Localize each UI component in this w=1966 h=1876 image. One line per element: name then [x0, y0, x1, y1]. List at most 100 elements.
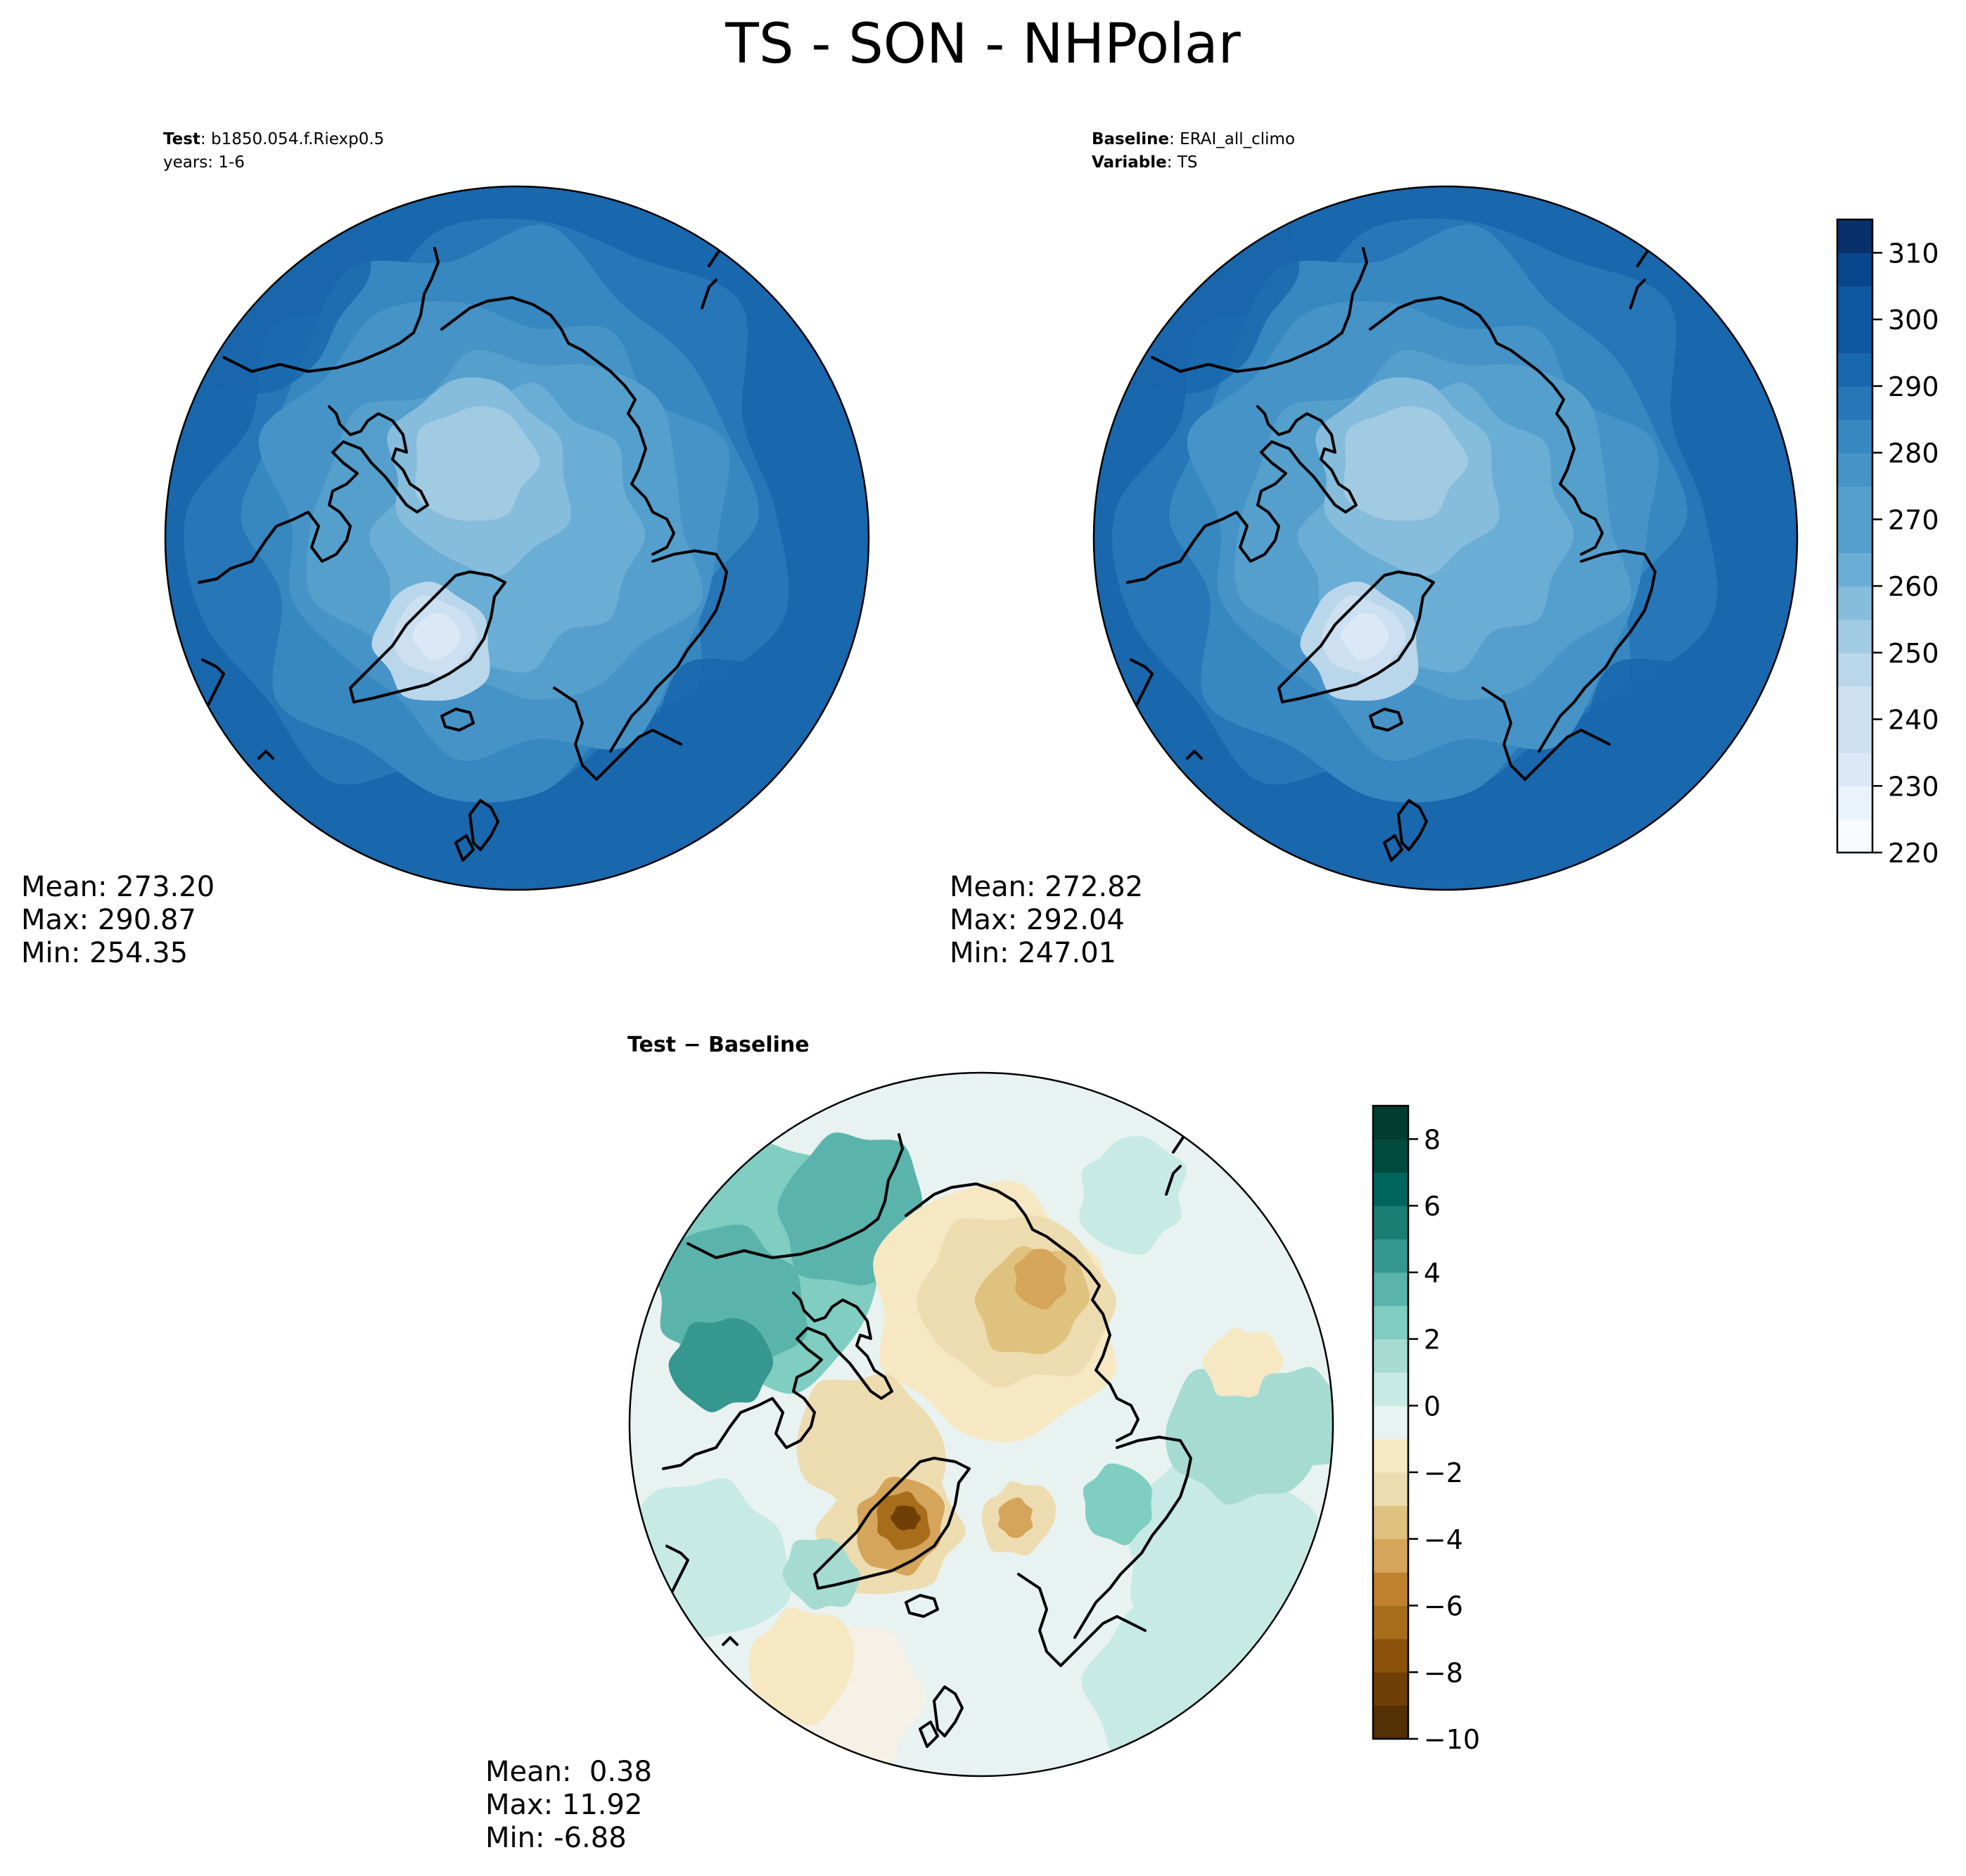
coastline	[1193, 1731, 1213, 1744]
colorbar-tick-label: −10	[1424, 1724, 1480, 1755]
colorbar-tick-label: 8	[1424, 1124, 1441, 1155]
baseline-mean: Mean: 272.82	[950, 871, 1144, 903]
difference-title: Test − Baseline	[627, 1033, 810, 1057]
coastline	[1397, 799, 1428, 851]
coastline	[553, 687, 682, 781]
test-caption: Test: b1850.054.f.Riexp0.5 years: 1-6	[163, 128, 384, 174]
diff-level-patch	[748, 1607, 855, 1725]
colorbar-segment	[1373, 1206, 1408, 1239]
colorbar-tick-label: 220	[1888, 838, 1939, 869]
colorbar-frame	[1372, 1104, 1410, 1740]
coastline	[1073, 1436, 1192, 1639]
colorbar-segment	[1373, 1472, 1408, 1506]
coastline	[665, 1545, 689, 1604]
test-mean: Mean: 273.20	[21, 871, 215, 903]
test-years: years: 1-6	[163, 153, 245, 172]
colorbar-segment	[1373, 1239, 1408, 1273]
colorbar-segment	[1373, 1572, 1408, 1607]
field-level-greenland-coldest	[1340, 613, 1389, 661]
colorbar-tick-label: 240	[1888, 705, 1939, 736]
baseline-label-sep: :	[1169, 130, 1175, 148]
colorbar-tick-label: 4	[1424, 1258, 1441, 1289]
colorbar-ts: 220 230 240 250 260 270 280 290 300 310	[1836, 218, 1939, 869]
coastline	[1481, 687, 1611, 781]
colorbar-segment	[1837, 286, 1872, 320]
colorbar-tick-label: 6	[1424, 1191, 1441, 1222]
map-boundary	[164, 185, 870, 891]
coastline	[905, 1594, 939, 1618]
colorbar-tick-label: 0	[1424, 1391, 1441, 1422]
test-map	[164, 185, 870, 891]
test-case-name: b1850.054.f.Riexp0.5	[210, 130, 385, 148]
colorbar-segment	[1837, 752, 1872, 786]
coastline	[1186, 750, 1203, 760]
baseline-caption: Baseline: ERAI_all_climo Variable: TS	[1092, 128, 1295, 174]
coastline	[722, 1636, 739, 1646]
colorbar-segment	[1373, 1438, 1408, 1473]
colorbar-segment	[1373, 1172, 1408, 1206]
colorbar-segment	[1373, 1272, 1408, 1306]
colorbar-tick-label: 310	[1888, 238, 1939, 269]
colorbar-segment	[1373, 1672, 1408, 1706]
coastline	[1017, 1573, 1147, 1667]
colorbar-tick-label: 250	[1888, 638, 1939, 669]
colorbar-segment	[1837, 619, 1872, 653]
map-boundary	[1092, 185, 1799, 891]
colorbar-segment	[1373, 1405, 1408, 1440]
coastline	[701, 279, 717, 310]
colorbar-segment	[1837, 586, 1872, 620]
diff-level-patch	[1253, 1367, 1333, 1471]
colorbar-segment	[1837, 419, 1872, 454]
coastline	[201, 658, 225, 717]
coastline	[687, 1133, 904, 1259]
colorbar-segment	[1837, 319, 1872, 353]
difference-max: Max: 11.92	[485, 1789, 643, 1821]
coastline	[813, 1457, 971, 1590]
colorbar-tick-label: −2	[1424, 1457, 1463, 1488]
coastline	[198, 405, 429, 584]
coastline	[454, 834, 475, 862]
colorbar-tick-label: −6	[1424, 1591, 1463, 1622]
test-max: Max: 290.87	[21, 904, 196, 936]
coastline	[1126, 405, 1358, 584]
colorbar-segment	[1373, 1505, 1408, 1540]
colorbar-segment	[1837, 686, 1872, 720]
coastline	[1383, 834, 1403, 862]
coastline	[1249, 1650, 1266, 1681]
coastline	[919, 1721, 939, 1748]
colorbar-segment	[1373, 1339, 1408, 1373]
coastline	[905, 1182, 1076, 1259]
colorbar-tick-label: 280	[1888, 438, 1939, 469]
colorbar-segment	[1373, 1705, 1408, 1740]
diff-level-patch	[998, 1497, 1033, 1538]
variable-label: Variable	[1092, 153, 1167, 172]
field-level-greenland-coldest	[411, 613, 461, 661]
diff-level-patch	[782, 1538, 861, 1610]
coastline	[1277, 570, 1435, 703]
baseline-case-name: ERAI_all_climo	[1180, 130, 1296, 148]
coastline	[1130, 658, 1154, 717]
coastline	[1369, 296, 1540, 373]
colorbar-tick-label: 270	[1888, 504, 1939, 535]
baseline-min: Min: 247.01	[950, 937, 1117, 969]
colorbar-tick-label: 300	[1888, 305, 1939, 336]
coastline	[1073, 1256, 1140, 1442]
colorbar-segment	[1837, 219, 1872, 253]
diff-level-patch	[1079, 1136, 1187, 1255]
colorbar-tick-label: 230	[1888, 771, 1939, 802]
test-min: Min: 254.35	[21, 937, 189, 969]
colorbar-segment	[1373, 1139, 1408, 1173]
colorbar-segment	[1373, 1538, 1408, 1573]
colorbar-segment	[1837, 253, 1872, 287]
coastline	[1165, 1165, 1182, 1196]
colorbar-segment	[1837, 719, 1872, 753]
coastline	[1713, 764, 1730, 795]
colorbar-segment	[1373, 1605, 1408, 1640]
diff-level-patch	[1014, 1249, 1066, 1310]
coastline	[349, 570, 506, 703]
colorbar-segment	[1837, 519, 1872, 554]
colorbar-difference: −10 −8 −6 −4 −2 0 2 4 6 8	[1372, 1104, 1480, 1755]
coastline	[1151, 247, 1368, 373]
difference-map	[628, 1071, 1334, 1778]
coastline	[440, 296, 612, 373]
